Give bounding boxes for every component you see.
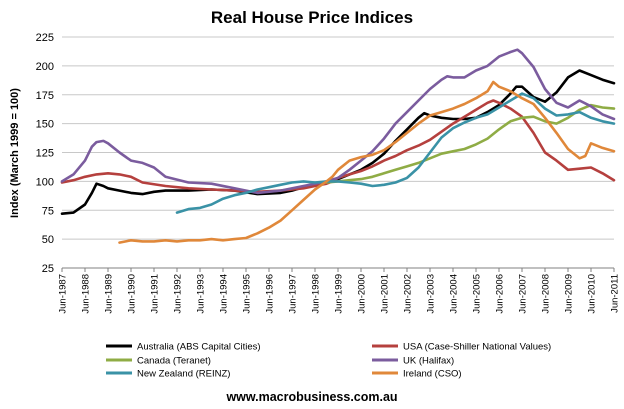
x-tick-label: Jun-1988 — [81, 274, 92, 314]
x-tick-label: Jun-1992 — [173, 274, 184, 314]
y-tick-label: 200 — [36, 61, 54, 73]
source-footer: www.macrobusiness.com.au — [225, 390, 397, 404]
x-tick-label: Jun-2004 — [449, 274, 460, 314]
x-tick-label: Jun-1995 — [242, 274, 253, 314]
x-tick-label: Jun-1999 — [334, 274, 345, 314]
x-tick-label: Jun-1994 — [219, 274, 230, 314]
legend-label-1: USA (Case-Shiller National Values) — [403, 342, 551, 353]
y-tick-label: 225 — [36, 32, 54, 44]
y-tick-label: 125 — [36, 148, 54, 160]
y-tick-label: 100 — [36, 176, 54, 188]
y-axis-ticks: 25 50 75 100 125 150 175 200 225 — [36, 32, 54, 275]
chart-title: Real House Price Indices — [211, 8, 413, 27]
y-axis-label: Index (March 1999 = 100) — [9, 88, 21, 218]
x-tick-label: Jun-1990 — [127, 274, 138, 314]
series-line-4 — [175, 92, 616, 214]
x-tick-label: Jun-1996 — [265, 274, 276, 314]
x-tick-label: Jun-1993 — [196, 274, 207, 314]
y-tick-label: 150 — [36, 119, 54, 131]
series-line-2 — [325, 103, 616, 184]
y-tick-label: 75 — [42, 205, 54, 217]
legend-label-4: New Zealand (REINZ) — [137, 369, 230, 380]
series-lines — [60, 48, 616, 244]
x-tick-label: Jun-1989 — [104, 274, 115, 314]
x-tick-label: Jun-2006 — [495, 274, 506, 314]
x-axis-ticks: Jun-1987 Jun-1988 Jun-1989 Jun-1990 Jun-1991… — [58, 268, 621, 314]
x-tick-label: Jun-2003 — [426, 274, 437, 314]
series-line-3 — [60, 48, 616, 195]
y-tick-label: 50 — [42, 234, 54, 246]
y-tick-label: 25 — [42, 263, 54, 275]
series-line-1 — [60, 99, 616, 194]
legend-label-0: Australia (ABS Capital Cities) — [137, 342, 261, 353]
x-tick-label: Jun-2010 — [587, 274, 598, 314]
legend-label-5: Ireland (CSO) — [403, 369, 462, 380]
x-tick-label: Jun-2005 — [472, 274, 483, 314]
x-tick-label: Jun-1991 — [150, 274, 161, 314]
x-tick-label: Jun-2008 — [541, 274, 552, 314]
legend-label-2: Canada (Teranet) — [137, 356, 211, 367]
y-tick-label: 175 — [36, 90, 54, 102]
x-tick-label: Jun-2007 — [518, 274, 529, 314]
x-tick-label: Jun-1987 — [58, 274, 69, 314]
x-tick-label: Jun-2011 — [610, 274, 621, 313]
legend-label-3: UK (Halifax) — [403, 356, 454, 367]
x-tick-label: Jun-2009 — [564, 274, 575, 314]
x-tick-label: Jun-1997 — [288, 274, 299, 314]
legend: Australia (ABS Capital Cities) USA (Case-… — [106, 342, 551, 380]
x-tick-label: Jun-1998 — [311, 274, 322, 314]
series-line-5 — [118, 80, 616, 244]
x-tick-label: Jun-2001 — [380, 274, 391, 314]
x-tick-label: Jun-2000 — [357, 274, 368, 314]
x-tick-label: Jun-2002 — [403, 274, 414, 314]
